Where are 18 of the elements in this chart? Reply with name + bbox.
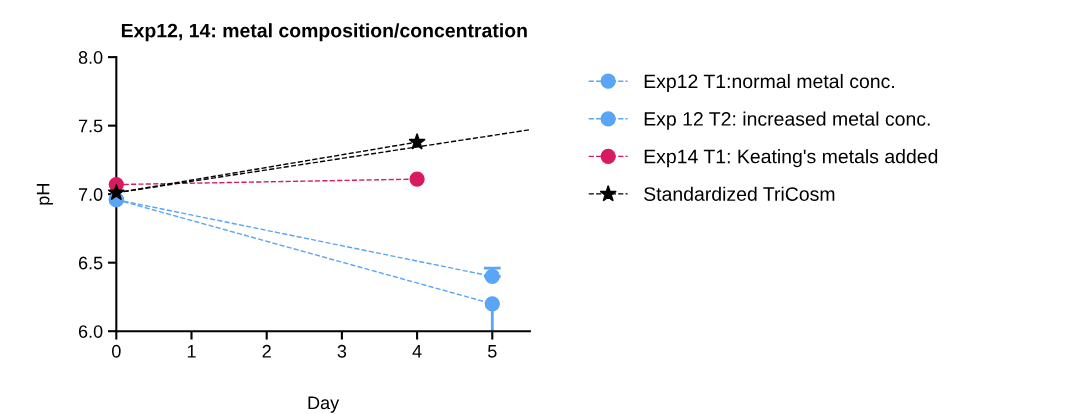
legend-label: Standardized TriCosm	[644, 186, 835, 201]
x-tick-label: 1	[187, 345, 196, 358]
y-tick-label: 6.5	[78, 256, 103, 270]
chart-title: Exp12, 14: metal composition/concentration	[121, 23, 527, 42]
x-tick-label: 4	[412, 345, 422, 358]
y-tick-label: 7.0	[78, 188, 103, 201]
x-axis-title: Day	[308, 396, 340, 413]
y-tick-label: 7.5	[78, 119, 103, 133]
legend-label: Exp12 T1:normal metal conc.	[644, 73, 894, 93]
y-tick-label: 8.0	[78, 51, 103, 64]
x-tick-label: 5	[487, 345, 497, 358]
legend-label: Exp14 T1: Keating's metals added	[644, 149, 938, 168]
x-tick-label: 2	[262, 344, 271, 358]
legend-label: Exp 12 T2: increased metal conc.	[644, 111, 930, 130]
y-axis-title: pH	[36, 184, 54, 205]
x-tick-label: 0	[112, 344, 121, 358]
x-tick-label: 3	[337, 344, 347, 358]
y-tick-label: 6.0	[78, 325, 103, 338]
